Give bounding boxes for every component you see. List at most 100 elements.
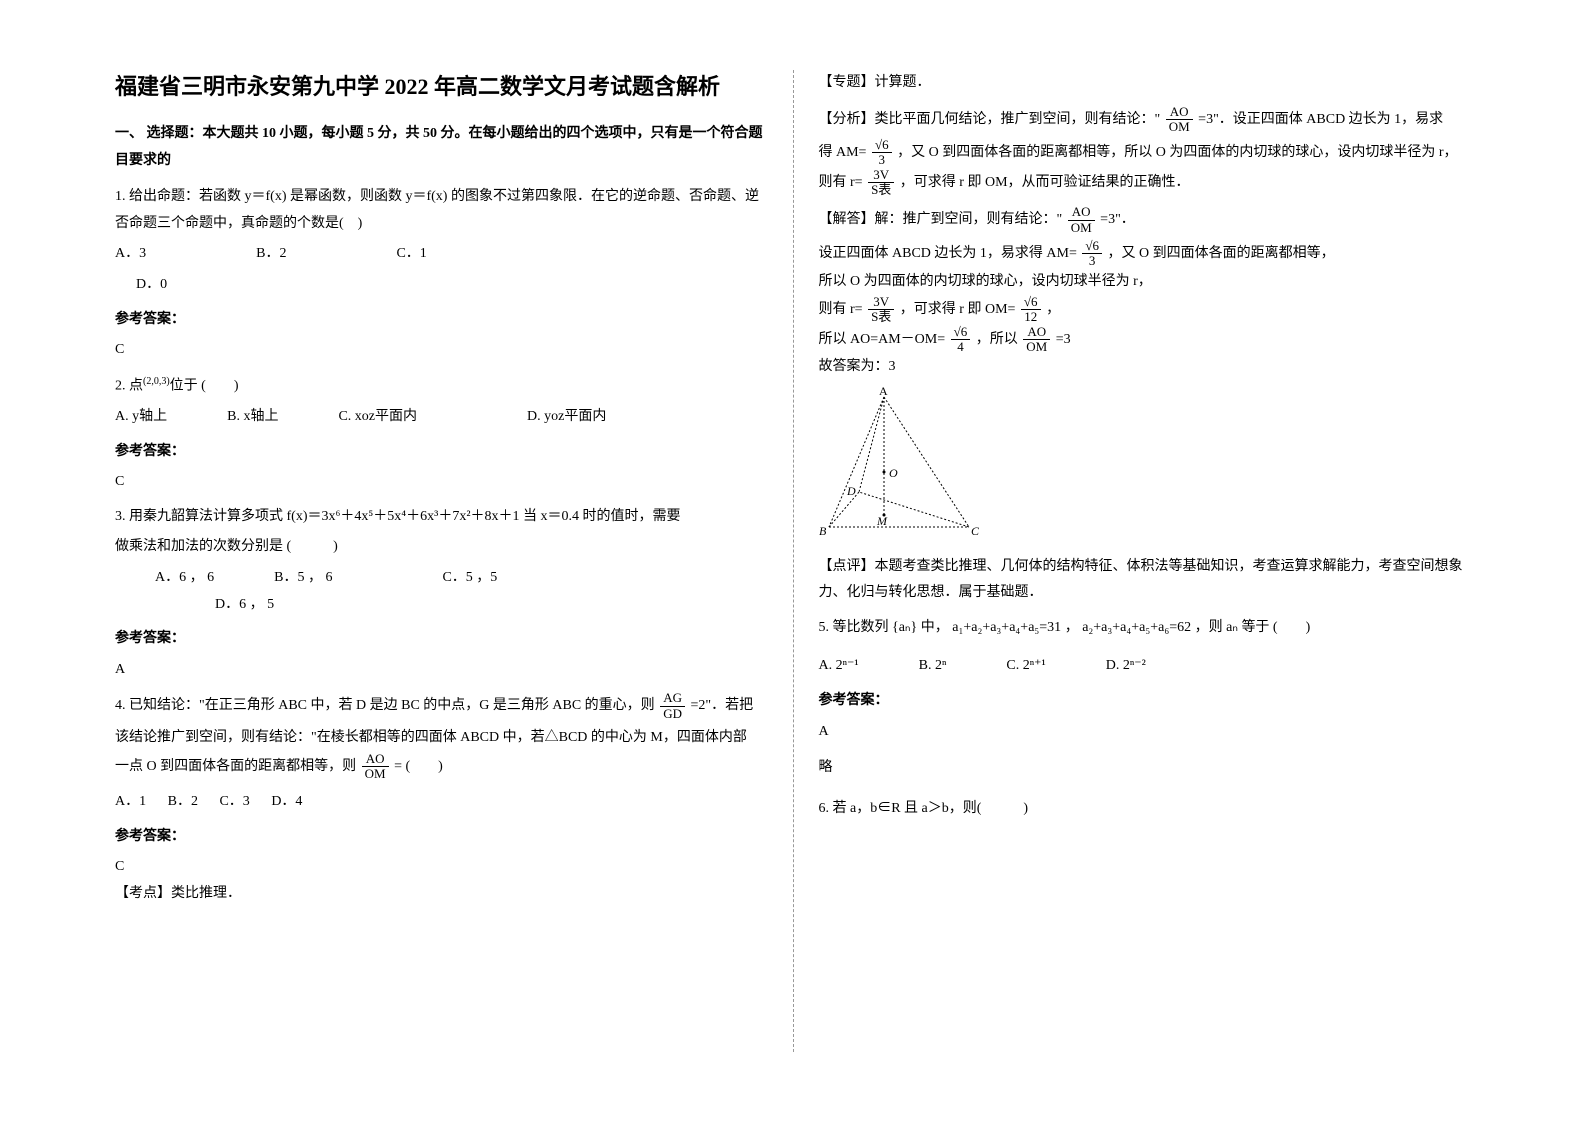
q4-line2: 该结论推广到空间，则有结论："在棱长都相等的四面体 ABCD 中，若△BCD 的… (115, 725, 768, 752)
r-line3-pre: 则有 r= (819, 175, 863, 190)
fenxi-post: =3"．设正四面体 ABCD 边长为 1，易求 (1198, 112, 1443, 127)
r-line3-post: ，可求得 r 即 OM，从而可验证结果的正确性． (900, 175, 1190, 190)
q5-an: aₙ (1226, 620, 1238, 635)
q5-answer: A (819, 719, 1473, 746)
q5-post: ，则 (1195, 620, 1223, 635)
q4-opt-a: A．1 (115, 794, 146, 809)
q5-eq1: a₁+a₂+a₃+a₄+a₅=31 (952, 620, 1061, 635)
q1-opt-b: B．2 (256, 241, 286, 268)
q5-opt-c: C. 2ⁿ⁺¹ (1006, 653, 1045, 680)
q5-eq2: a₂+a₃+a₄+a₅+a₆=62 (1082, 620, 1191, 635)
q2-answer: C (115, 469, 768, 496)
q4-frac1-den: GD (660, 707, 685, 721)
q5-answer-label: 参考答案： (819, 688, 1473, 715)
q4-line1-pre: 4. 已知结论："在正三角形 ABC 中，若 D 是边 BC 的中点，G 是三角… (115, 698, 655, 713)
r-line5-den: 3 (1082, 254, 1102, 268)
q2-text-pre: 2. 点 (115, 378, 143, 393)
r-line7b-den: 12 (1021, 310, 1041, 324)
q5-options: A. 2ⁿ⁻¹ B. 2ⁿ C. 2ⁿ⁺¹ D. 2ⁿ⁻² (819, 653, 1473, 680)
q3-poly: f(x)＝3x⁶＋4x⁵＋5x⁴＋6x³＋7x²＋8x＋1 (287, 509, 520, 524)
q5-equals: 等于 ( ) (1241, 620, 1310, 635)
q4-frac2-num: AO (362, 752, 389, 767)
r-line7-post: ， (1046, 302, 1060, 317)
q1-opt-a: A．3 (115, 241, 146, 268)
q1-options: A．3 B．2 C．1 (115, 241, 768, 268)
r-line5: 设正四面体 ABCD 边长为 1，易求得 AM= √6 3 ，又 O 到四面体各… (819, 239, 1473, 269)
q3-opt-d: D．6 ， 5 (215, 592, 274, 619)
q2-answer-label: 参考答案： (115, 439, 768, 466)
r-line6: 所以 O 为四面体的内切球的球心，设内切球半径为 r， (819, 269, 1473, 296)
q5-c1: ， (1065, 620, 1079, 635)
q4-line3-pre: 一点 O 到四面体各面的距离都相等，则 (115, 759, 356, 774)
q4-opt-d: D．4 (271, 794, 302, 809)
q3-post: 做乘法和加法的次数分别是 ( ) (115, 534, 768, 561)
r-line8b-den: OM (1023, 340, 1050, 354)
q4-frac2-den: OM (362, 767, 389, 781)
q5-pre: 5. 等比数列 (819, 620, 889, 635)
q3-pre: 3. 用秦九韶算法计算多项式 (115, 509, 283, 524)
q4-answer-label: 参考答案： (115, 824, 768, 851)
q1-answer-label: 参考答案： (115, 307, 768, 334)
r-line7a-den: S表 (868, 310, 894, 324)
q4-answer: C (115, 854, 768, 881)
question-6: 6. 若 a，b∈R 且 a＞b，则( ) (819, 796, 1473, 823)
r-line8a-den: 4 (951, 340, 971, 354)
question-5: 5. 等比数列 {aₙ} 中， a₁+a₂+a₃+a₄+a₅=31 ， a₂+a… (819, 615, 1473, 642)
q4-line1-post: =2"．若把 (690, 698, 753, 713)
q1-opt-d: D．0 (115, 272, 768, 299)
r-line8a-frac: √6 4 (951, 325, 971, 355)
q4-frac1: AG GD (660, 691, 685, 721)
q2-options: A. y轴上 B. x轴上 C. xoz平面内 D. yoz平面内 (115, 404, 768, 431)
r-line3: 则有 r= 3V S表 ，可求得 r 即 OM，从而可验证结果的正确性． (819, 168, 1473, 198)
r-line8: 所以 AO=AM－OM= √6 4 ，所以 AO OM =3 (819, 325, 1473, 355)
diagram-label-d: D (846, 484, 856, 498)
jieda-den: OM (1068, 221, 1095, 235)
r-line7b-num: √6 (1021, 295, 1041, 310)
diagram-label-m: M (876, 514, 888, 528)
r-line7-pre: 则有 r= (819, 302, 863, 317)
q2-point: (2,0,3) (143, 376, 170, 387)
r-line5-post: ，又 O 到四面体各面的距离都相等， (1108, 246, 1335, 261)
q1-opt-c: C．1 (396, 241, 426, 268)
r-line7b-frac: √6 12 (1021, 295, 1041, 325)
fenxi-num: AO (1166, 105, 1193, 120)
question-4: 4. 已知结论："在正三角形 ABC 中，若 D 是边 BC 的中点，G 是三角… (115, 691, 768, 721)
q5-lue: 略 (819, 755, 1473, 782)
r-line5-frac: √6 3 (1082, 239, 1102, 269)
diagram-label-a: A (879, 387, 888, 398)
r-line2-den: 3 (872, 153, 892, 167)
fenxi-den: OM (1166, 120, 1193, 134)
q4-kaodian: 【考点】类比推理． (115, 881, 768, 908)
r-line3-den: S表 (868, 183, 894, 197)
r-line2: 得 AM= √6 3 ，又 O 到四面体各面的距离都相等，所以 O 为四面体的内… (819, 138, 1473, 168)
r-line8b-num: AO (1023, 325, 1050, 340)
r-line7a-frac: 3V S表 (868, 295, 894, 325)
q5-mid: 中， (921, 620, 949, 635)
q2-text-post: 位于 ( ) (170, 378, 239, 393)
q4-line3-post: = ( ) (394, 759, 443, 774)
fenxi-frac: AO OM (1166, 105, 1193, 135)
diagram-label-o: O (889, 466, 898, 480)
r-line3-frac: 3V S表 (868, 168, 894, 198)
q3-mid: 当 x＝0.4 时的值时，需要 (523, 509, 681, 524)
q4-opt-c: C．3 (219, 794, 249, 809)
question-3: 3. 用秦九韶算法计算多项式 f(x)＝3x⁶＋4x⁵＋5x⁴＋6x³＋7x²＋… (115, 504, 768, 531)
r-line2-post: ，又 O 到四面体各面的距离都相等，所以 O 为四面体的内切球的球心，设内切球半… (897, 145, 1457, 160)
q4-frac1-num: AG (660, 691, 685, 706)
q3-options: A．6 ， 6 B．5 ， 6 C．5 ，5 D．6 ， 5 (115, 565, 768, 618)
r-line5-pre: 设正四面体 ABCD 边长为 1，易求得 AM= (819, 246, 1077, 261)
r-line7-mid: ，可求得 r 即 OM= (900, 302, 1016, 317)
r-line8-post: =3 (1056, 332, 1071, 347)
r-line2-num: √6 (872, 138, 892, 153)
jieda-num: AO (1068, 205, 1095, 220)
r-line3-num: 3V (868, 168, 894, 183)
q3-opt-c: C．5 ，5 (442, 565, 497, 592)
q4-line3: 一点 O 到四面体各面的距离都相等，则 AO OM = ( ) (115, 752, 768, 782)
question-2: 2. 点(2,0,3)位于 ( ) (115, 372, 768, 400)
q4-options: A．1 B．2 C．3 D．4 (115, 789, 768, 816)
page-title: 福建省三明市永安第九中学 2022 年高二数学文月考试题含解析 (115, 70, 768, 103)
r-line8-mid: ，所以 (976, 332, 1018, 347)
q3-answer: A (115, 657, 768, 684)
diagram-label-b: B (819, 524, 827, 537)
fenxi: 【分析】类比平面几何结论，推广到空间，则有结论：" AO OM =3"．设正四面… (819, 105, 1473, 135)
